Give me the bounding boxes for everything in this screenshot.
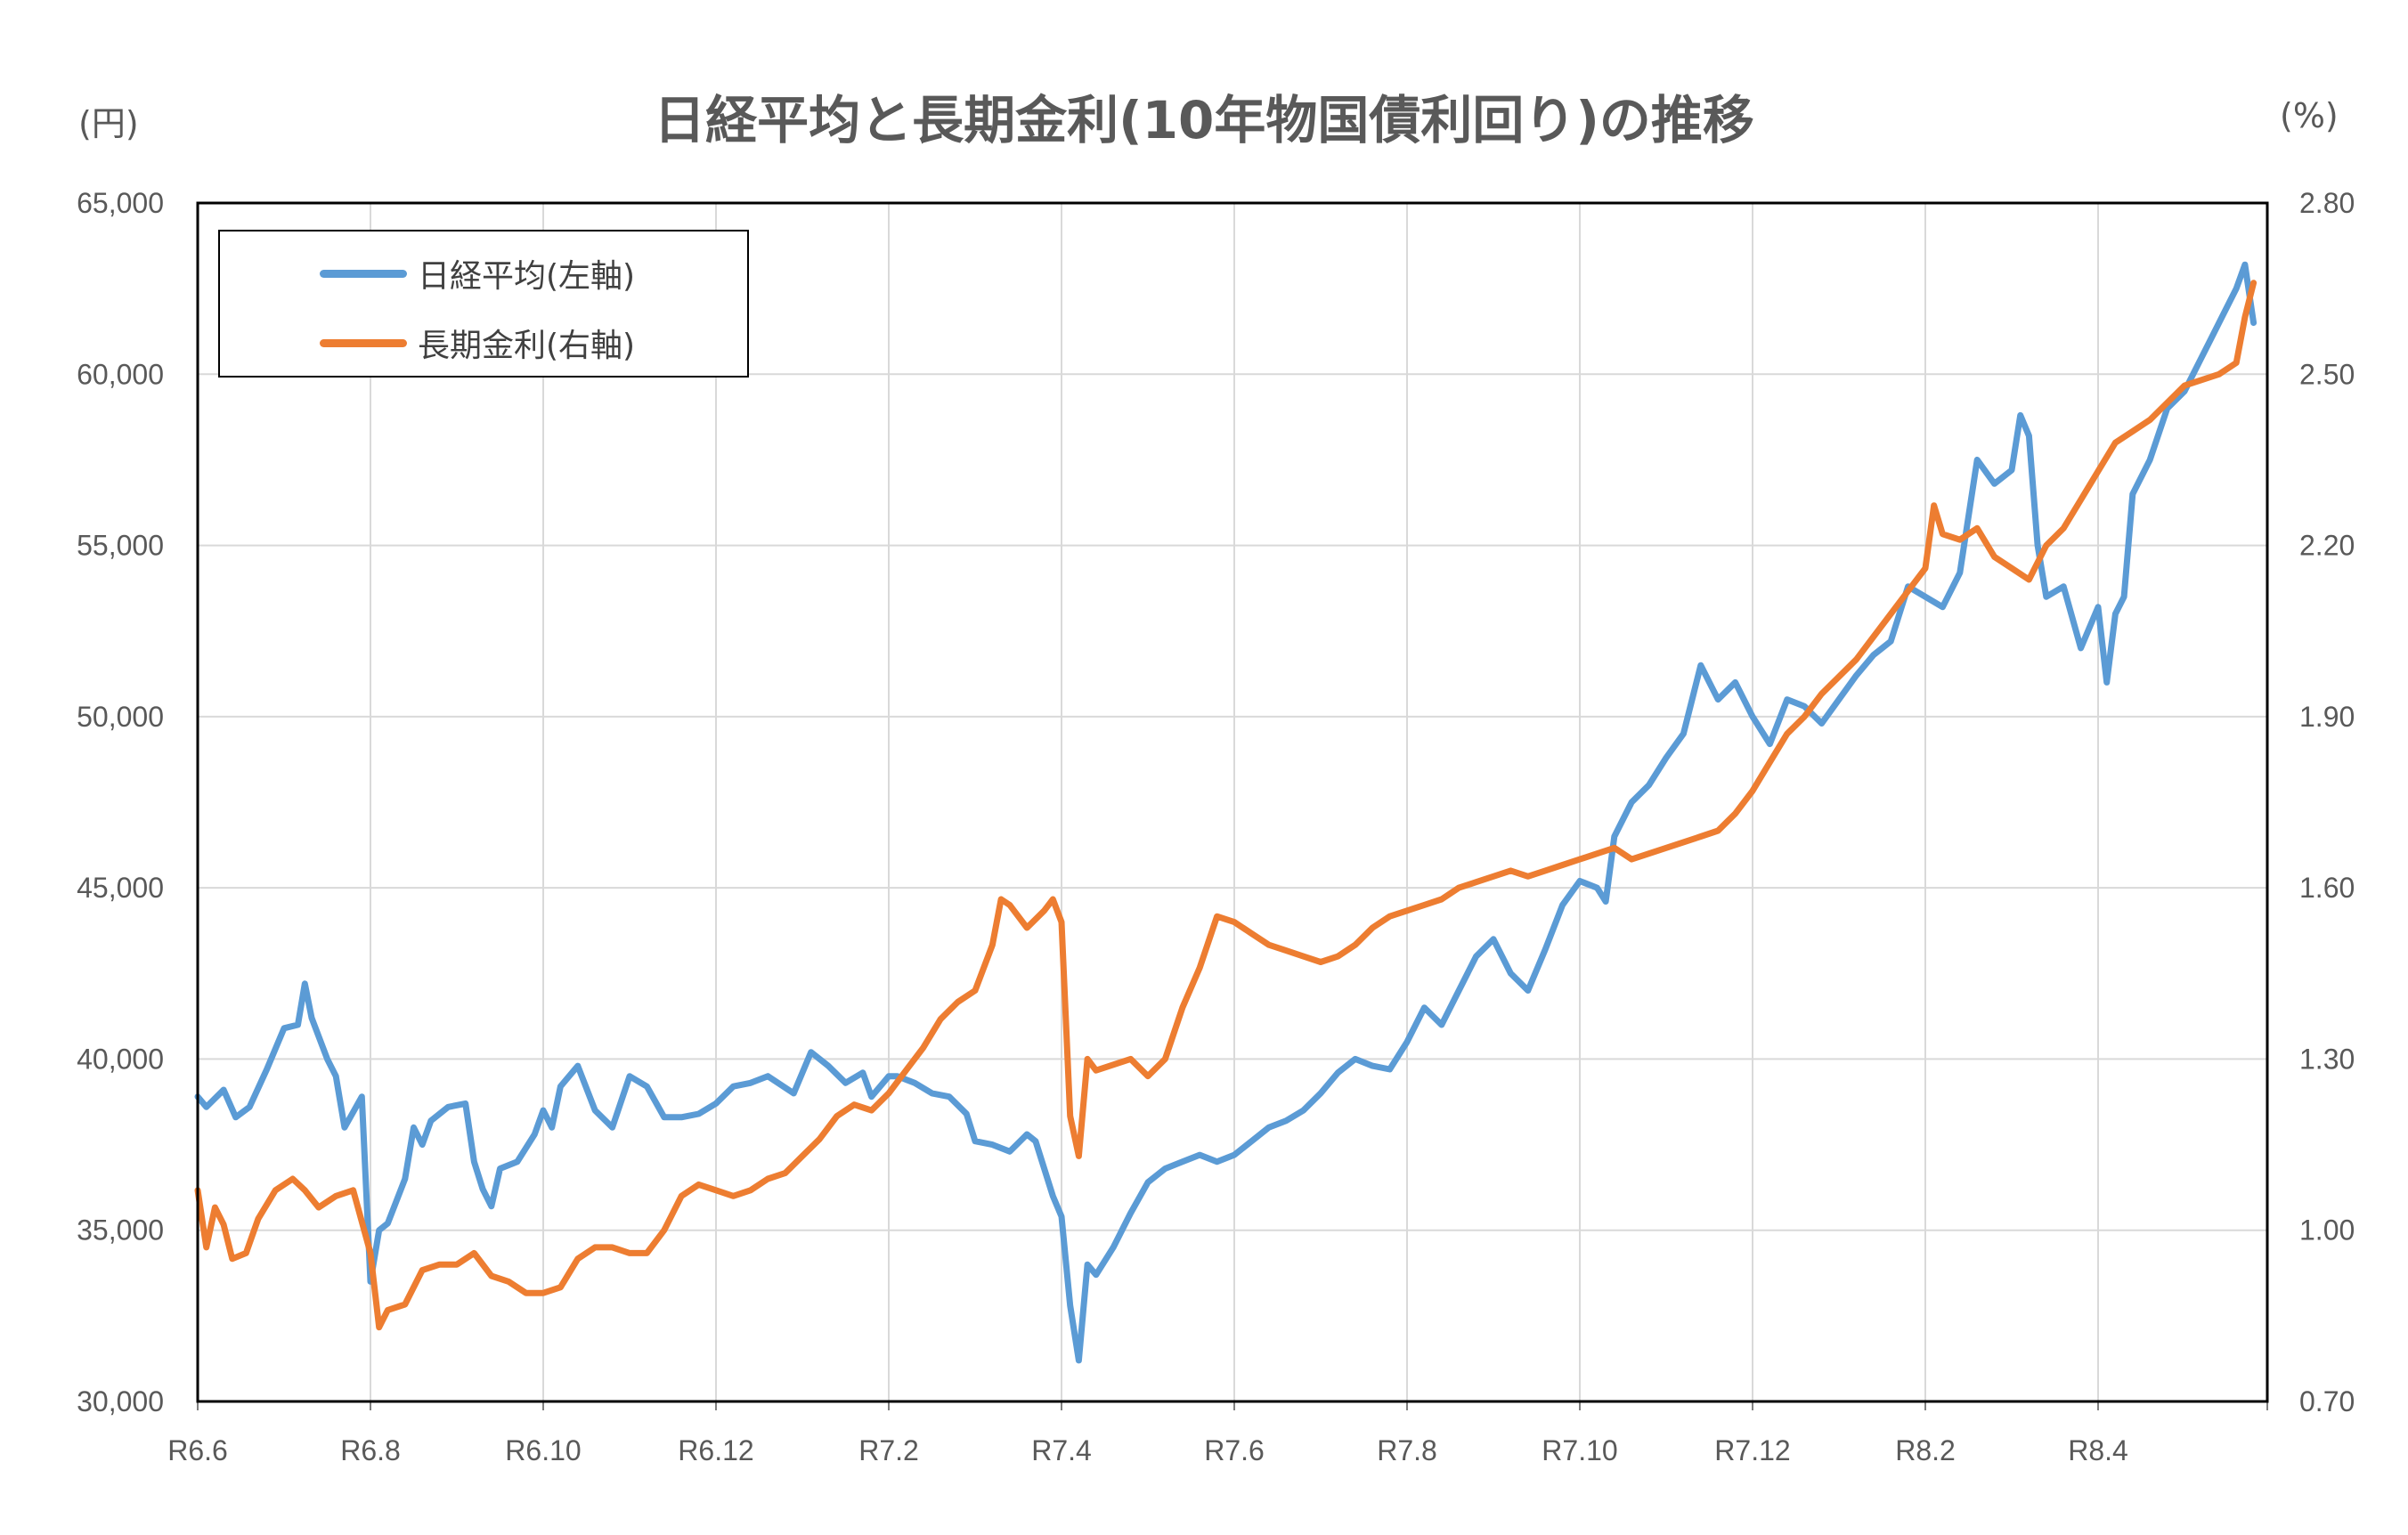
x-tick-label: R6.10: [505, 1434, 581, 1466]
tick-labels: 30,000 0.70 35,000 1.00 40,000 1.30 45,000 1.60…: [77, 187, 2355, 1466]
y-right-tick-label: 1.00: [2299, 1214, 2355, 1247]
right-axis-unit: (%): [2280, 96, 2339, 135]
plot-frame: [196, 201, 2269, 1410]
legend-swatch-rate: [320, 338, 407, 347]
x-tick-label: R7.10: [1542, 1434, 1617, 1466]
y-right-tick-label: 2.20: [2299, 530, 2355, 562]
y-left-tick-label: 55,000: [77, 530, 164, 562]
x-tick-label: R6.12: [678, 1434, 753, 1466]
y-right-tick-label: 1.60: [2299, 872, 2355, 904]
x-tick-label: R6.8: [340, 1434, 401, 1466]
x-tick-label: R6.6: [167, 1434, 228, 1466]
legend: 日経平均(左軸) 長期金利(右軸): [218, 230, 749, 378]
y-right-tick-label: 1.90: [2299, 701, 2355, 733]
y-left-tick-label: 45,000: [77, 872, 164, 904]
y-left-tick-label: 30,000: [77, 1385, 164, 1417]
x-tick-label: R8.4: [2068, 1434, 2128, 1466]
y-left-tick-label: 60,000: [77, 358, 164, 390]
y-left-tick-label: 65,000: [77, 187, 164, 219]
y-left-tick-label: 35,000: [77, 1214, 164, 1247]
legend-label-nikkei: 日経平均(左軸): [418, 258, 636, 295]
legend-item-nikkei: 日経平均(左軸): [320, 251, 635, 296]
y-left-tick-label: 50,000: [77, 701, 164, 733]
plot-area-border: [196, 201, 2269, 1403]
series-line-nikkei: [194, 261, 2258, 1364]
series-line-rate: [194, 280, 2258, 1331]
y-right-tick-label: 1.30: [2299, 1043, 2355, 1075]
series-lines: [194, 261, 2258, 1364]
x-tick-label: R7.4: [1031, 1434, 1092, 1466]
x-tick-label: R7.12: [1714, 1434, 1790, 1466]
x-tick-label: R7.6: [1204, 1434, 1265, 1466]
y-left-tick-label: 40,000: [77, 1043, 164, 1075]
left-axis-unit: (円): [78, 104, 139, 143]
chart-title: 日経平均と長期金利(10年物国債利回り)の推移: [654, 90, 1754, 150]
y-right-tick-label: 2.80: [2299, 187, 2355, 219]
x-tick-label: R7.2: [858, 1434, 919, 1466]
x-tick-label: R8.2: [1895, 1434, 1956, 1466]
legend-label-rate: 長期金利(右軸): [418, 328, 636, 364]
legend-item-rate: 長期金利(右軸): [320, 321, 635, 365]
x-tick-label: R7.8: [1377, 1434, 1437, 1466]
y-right-tick-label: 0.70: [2299, 1385, 2355, 1417]
y-right-tick-label: 2.50: [2299, 358, 2355, 390]
grid-lines: [198, 203, 2267, 1401]
legend-swatch-nikkei: [320, 269, 407, 278]
